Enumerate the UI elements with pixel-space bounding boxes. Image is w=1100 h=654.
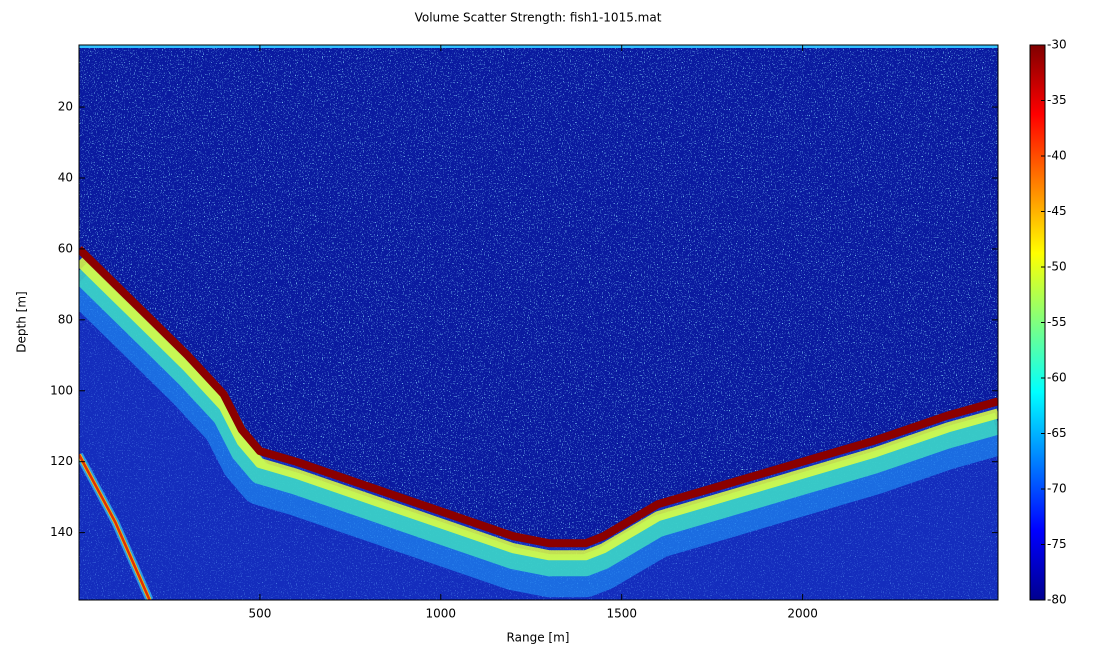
- echo-halo: [79, 263, 998, 577]
- colorbar-tick-label: -30: [1047, 38, 1067, 52]
- colorbar-tick-label: -70: [1047, 482, 1067, 496]
- y-tick-label: 20: [58, 100, 73, 114]
- colorbar-tick-label: -55: [1047, 315, 1067, 329]
- y-tick-label: 100: [50, 383, 73, 397]
- chart-title: Volume Scatter Strength: fish1-1015.mat: [415, 11, 662, 25]
- x-tick-label: 500: [248, 607, 271, 621]
- y-tick-label: 60: [58, 241, 73, 255]
- colorbar-tick-label: -80: [1047, 593, 1067, 607]
- x-axis-label: Range [m]: [507, 631, 570, 645]
- colorbar-tick-label: -35: [1047, 93, 1067, 107]
- colorbar-tick-label: -65: [1047, 426, 1067, 440]
- echo-line: [79, 246, 998, 548]
- x-tick-label: 1500: [606, 607, 637, 621]
- plot-frame: [78, 44, 999, 601]
- y-axis-label: Depth [m]: [15, 291, 29, 352]
- x-tick-label: 1000: [426, 607, 457, 621]
- y-tick-label: 80: [58, 312, 73, 326]
- colorbar-tick-label: -60: [1047, 371, 1067, 385]
- colorbar-tick-label: -40: [1047, 149, 1067, 163]
- plot-area: [79, 45, 998, 600]
- colorbar-tick-label: -50: [1047, 260, 1067, 274]
- colorbar-tick-label: -45: [1047, 204, 1067, 218]
- echo-line: [79, 454, 151, 600]
- surface: [79, 45, 998, 48]
- echo-halo: [79, 257, 998, 561]
- y-tick-label: 40: [58, 170, 73, 184]
- y-tick-label: 140: [50, 525, 73, 539]
- x-tick-label: 2000: [787, 607, 818, 621]
- colorbar-tick-label: -75: [1047, 537, 1067, 551]
- y-tick-label: 120: [50, 454, 73, 468]
